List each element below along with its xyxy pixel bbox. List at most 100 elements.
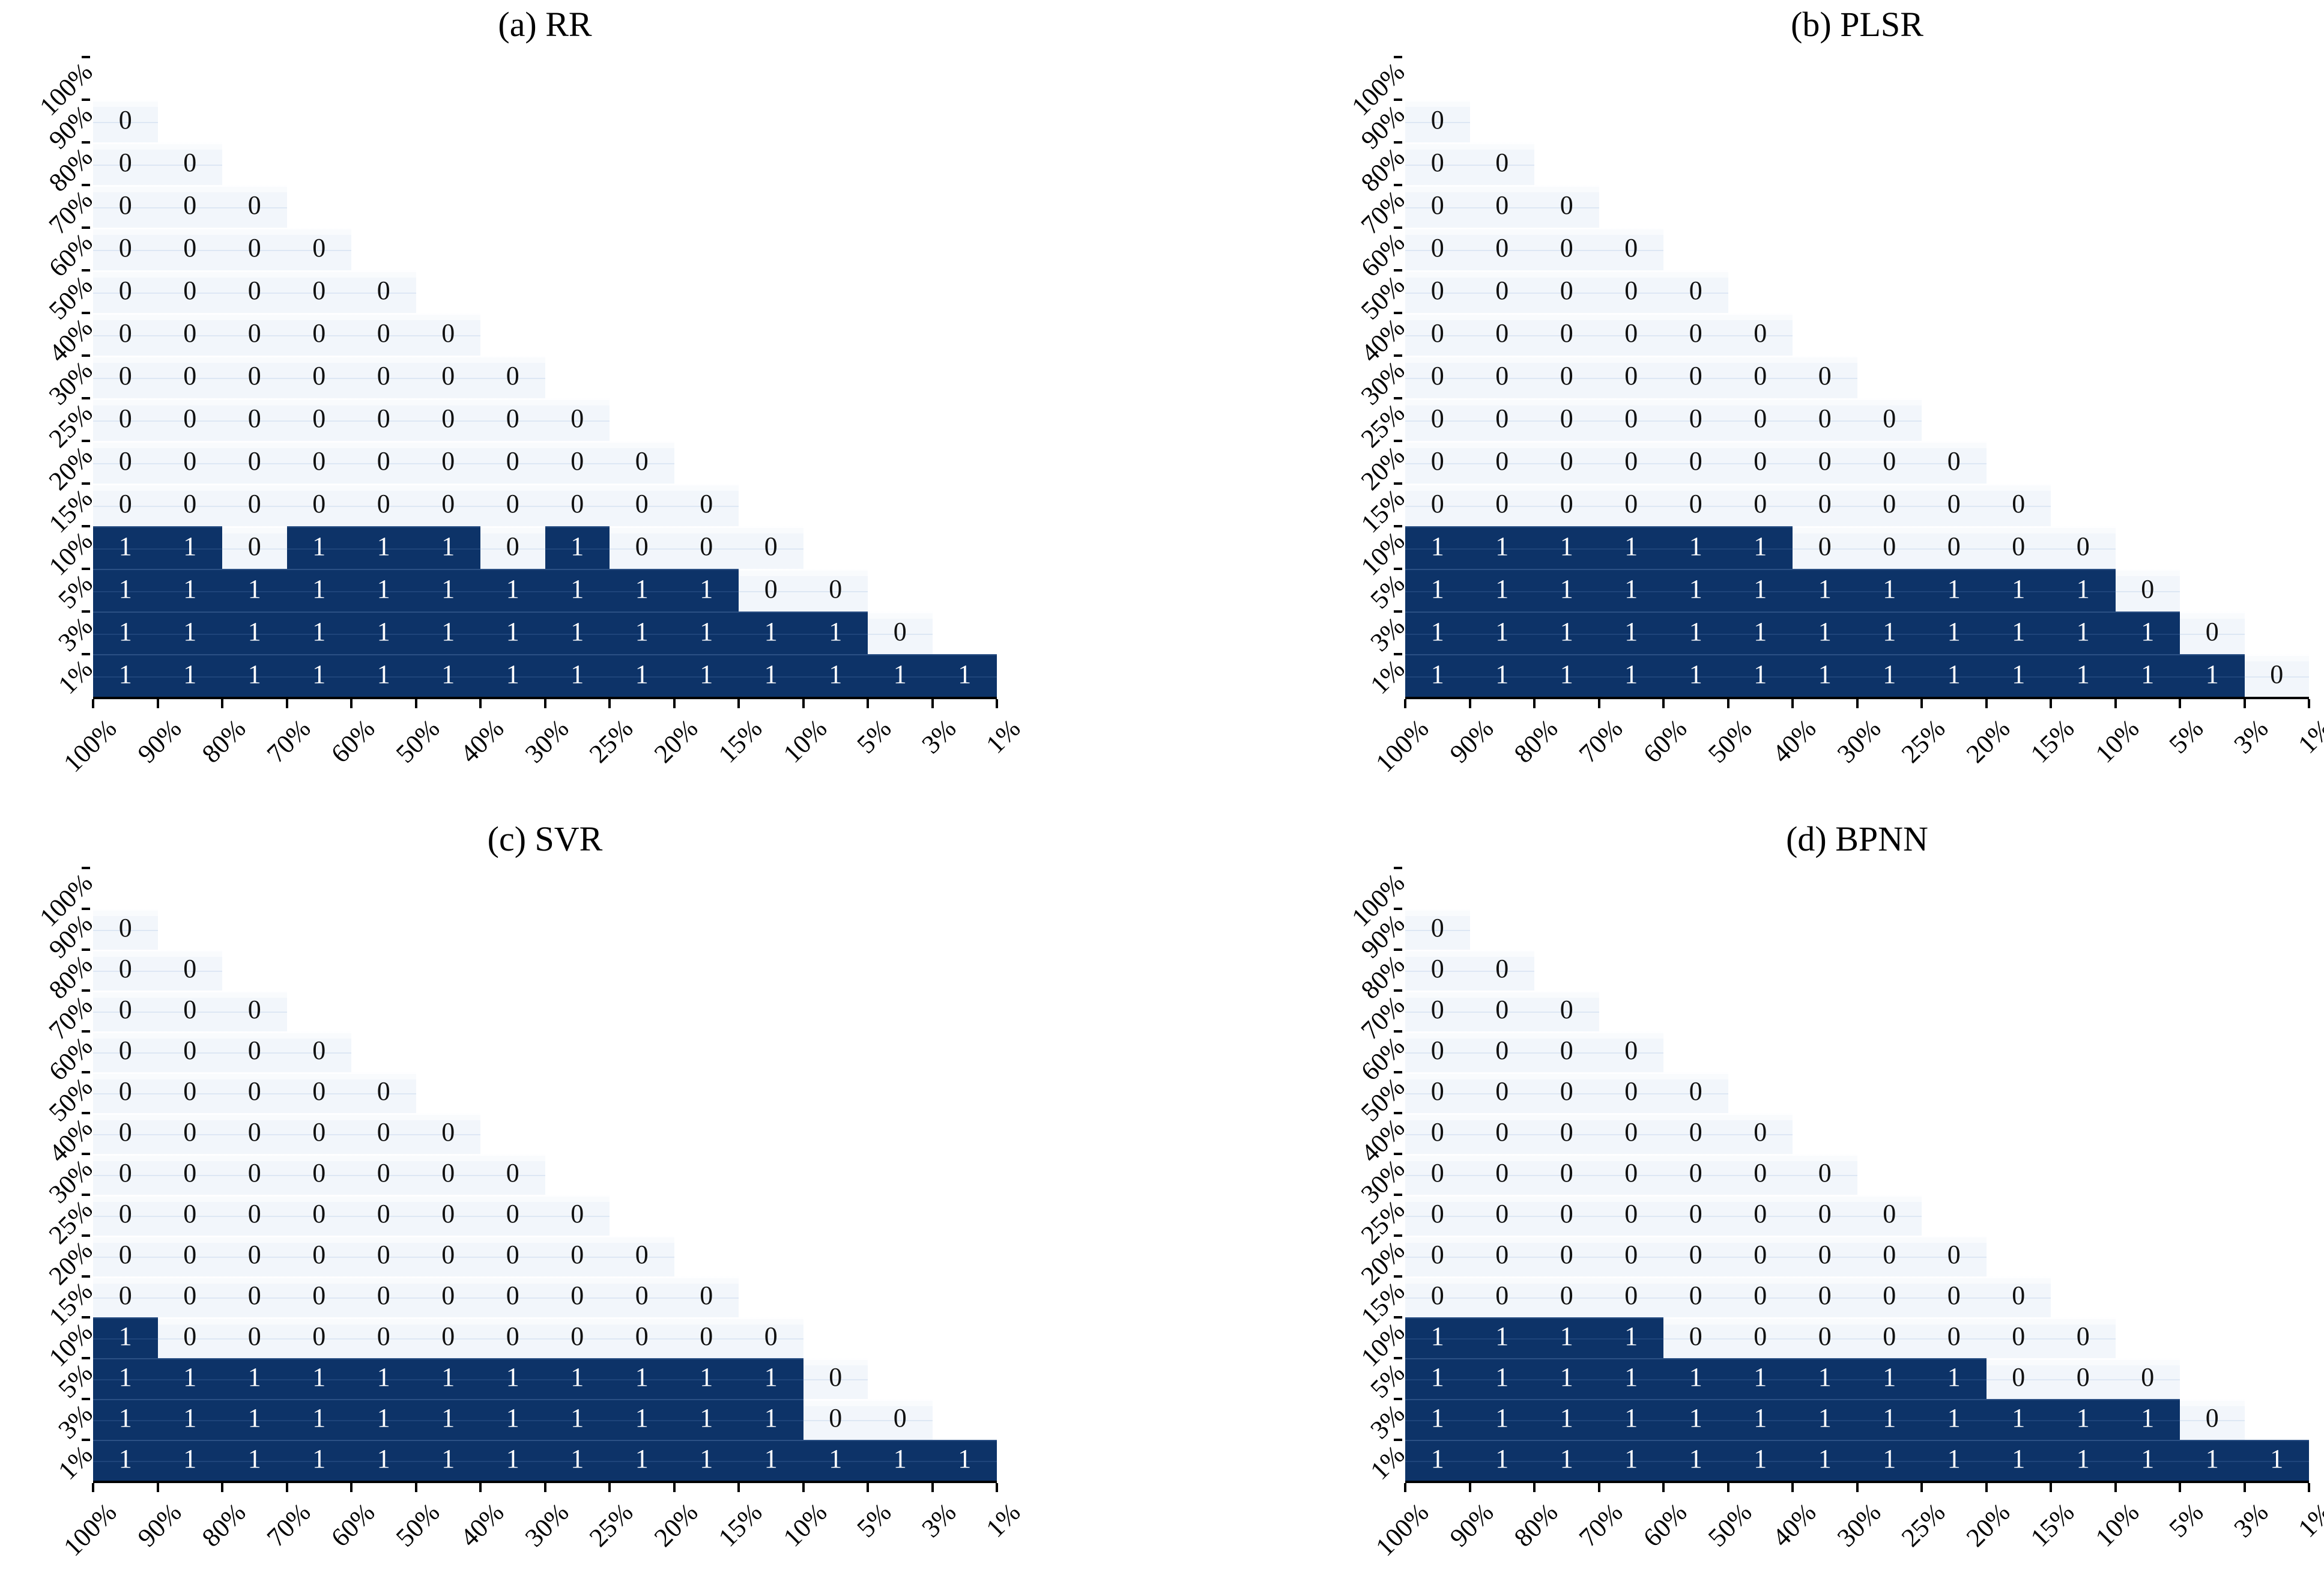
y-axis-tick xyxy=(82,1194,90,1196)
heatmap-cell: 1 xyxy=(1599,569,1663,611)
cell-value: 0 xyxy=(183,403,197,433)
heatmap-cell: 1 xyxy=(222,654,287,697)
heatmap-row: 0 0 0 0 0 0 0 0 0 xyxy=(1405,1236,2309,1276)
cell-value: 0 xyxy=(1495,190,1509,220)
x-axis-tick xyxy=(1726,1483,1729,1492)
cell-value: 1 xyxy=(506,1403,519,1433)
heatmap-cell: 0 xyxy=(1793,1195,1857,1236)
heatmap-cell: 0 xyxy=(480,398,545,441)
cell-value: 0 xyxy=(2205,616,2219,646)
cell-value: 0 xyxy=(1430,105,1444,135)
heatmap-cell: 0 xyxy=(480,1276,545,1317)
heatmap-cell: 1 xyxy=(1599,654,1663,697)
cell-value: 0 xyxy=(1883,403,1896,433)
x-tick-label: 5% xyxy=(2163,1497,2209,1544)
x-axis-tick xyxy=(543,699,546,708)
heatmap-cell: 0 xyxy=(157,1236,222,1276)
heatmap-cell: 1 xyxy=(1534,569,1599,611)
heatmap-cell: 1 xyxy=(1405,526,1470,569)
x-axis-tick xyxy=(479,1483,482,1492)
y-axis-tick xyxy=(82,184,90,186)
cell-value: 1 xyxy=(635,616,649,646)
cell-value: 0 xyxy=(312,488,326,518)
cell-value: 1 xyxy=(441,531,455,561)
cell-value: 1 xyxy=(1754,1362,1767,1392)
heatmap-cell: 1 xyxy=(2051,654,2116,697)
heatmap-cell: 0 xyxy=(416,441,480,484)
cell-value: 1 xyxy=(1430,1362,1444,1392)
cell-value: 1 xyxy=(247,1362,261,1392)
heatmap-cell: 0 xyxy=(1599,1072,1663,1113)
cell-value: 1 xyxy=(1560,1444,1573,1473)
x-tick-label: 50% xyxy=(1702,713,1758,769)
cell-value: 0 xyxy=(700,531,713,561)
heatmap-cell: 1 xyxy=(1922,654,1987,697)
cell-value: 1 xyxy=(506,574,519,604)
y-tick-label: 20% xyxy=(1355,440,1411,496)
y-axis-tick xyxy=(82,525,90,527)
heatmap-cell: 0 xyxy=(1469,185,1534,228)
y-tick-label: 3% xyxy=(1364,1398,1411,1445)
cell-value: 0 xyxy=(1883,531,1896,561)
heatmap-cell: 0 xyxy=(157,1276,222,1317)
cell-value: 0 xyxy=(1430,232,1444,262)
x-axis-tick xyxy=(350,699,353,708)
x-tick-label: 90% xyxy=(132,713,187,769)
y-axis-tick xyxy=(1394,1194,1402,1196)
heatmap-cell: 1 xyxy=(739,1358,803,1399)
cell-value: 0 xyxy=(312,1117,326,1147)
cell-value: 0 xyxy=(1883,1240,1896,1269)
cell-value: 0 xyxy=(1430,1117,1444,1147)
cell-value: 0 xyxy=(506,1322,519,1351)
heatmap-cell: 0 xyxy=(1405,1276,1470,1317)
cell-value: 0 xyxy=(2076,1362,2090,1392)
cell-value: 0 xyxy=(1818,488,1832,518)
heatmap-cell: 1 xyxy=(1793,569,1857,611)
heatmap-cell: 1 xyxy=(610,654,674,697)
y-axis-tick xyxy=(1394,568,1402,570)
x-tick-label: 50% xyxy=(390,1497,446,1553)
cell-value: 0 xyxy=(1560,1199,1573,1228)
heatmap-cell: 0 xyxy=(1728,1113,1793,1154)
cell-value: 0 xyxy=(183,1199,197,1228)
cell-value: 0 xyxy=(1689,1281,1702,1310)
cell-value: 1 xyxy=(183,1403,197,1433)
heatmap-cell: 1 xyxy=(1599,1399,1663,1440)
x-axis-tick xyxy=(479,699,482,708)
heatmap-cell: 0 xyxy=(286,1113,351,1154)
panel-title: (c) SVR xyxy=(487,819,603,858)
cell-value: 1 xyxy=(183,1362,197,1392)
cell-value: 0 xyxy=(1430,1036,1444,1065)
cell-value: 0 xyxy=(2205,1403,2219,1433)
heatmap-cell: 0 xyxy=(545,1317,610,1358)
heatmap-cell: 1 xyxy=(1405,1399,1470,1440)
y-tick-label: 15% xyxy=(1355,483,1411,539)
cell-value: 0 xyxy=(118,147,132,177)
cell-value: 0 xyxy=(247,531,261,561)
cell-value: 1 xyxy=(118,659,132,689)
cell-value: 1 xyxy=(247,1403,261,1433)
heatmap-row: 0 0 0 0 0 0 0 0 0 0 xyxy=(93,1276,997,1317)
cell-value: 0 xyxy=(441,1158,455,1188)
heatmap-cell: 0 xyxy=(1534,356,1599,398)
heatmap-cell: 1 xyxy=(93,654,158,697)
cell-value: 0 xyxy=(1624,1240,1638,1269)
x-tick-label: 25% xyxy=(1895,713,1951,769)
cell-value: 0 xyxy=(1560,403,1573,433)
cell-value: 0 xyxy=(1689,1117,1702,1147)
heatmap-cell: 1 xyxy=(416,569,480,611)
heatmap-cell: 0 xyxy=(157,228,222,270)
heatmap-cell: 1 xyxy=(222,1399,287,1440)
x-tick-label: 10% xyxy=(777,713,833,769)
heatmap-cell: 0 xyxy=(1405,484,1470,526)
heatmap-row: 0 0 0 0 0 0 0 0 xyxy=(93,1195,997,1236)
cell-value: 1 xyxy=(764,1403,778,1433)
cell-value: 1 xyxy=(441,1362,455,1392)
heatmap-row: 0 0 0 0 0 0 0 0 xyxy=(1405,1195,2309,1236)
x-axis-tick xyxy=(1662,1483,1665,1492)
cell-value: 0 xyxy=(1560,1076,1573,1106)
cell-value: 0 xyxy=(247,1281,261,1310)
y-axis-tick xyxy=(1394,482,1402,485)
cell-value: 1 xyxy=(118,574,132,604)
